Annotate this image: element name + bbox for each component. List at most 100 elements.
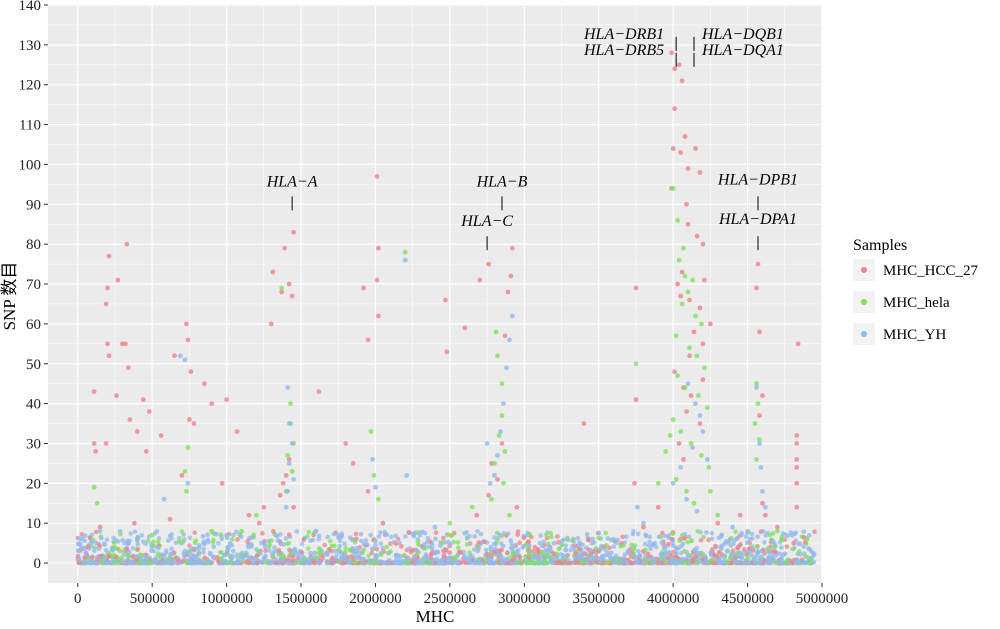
data-point xyxy=(697,305,703,311)
baseline-point xyxy=(585,560,591,566)
y-tick-label: 120 xyxy=(19,78,42,94)
baseline-point xyxy=(316,550,321,556)
baseline-point xyxy=(525,560,530,566)
baseline-point xyxy=(215,554,220,560)
baseline-point xyxy=(592,556,597,561)
baseline-point xyxy=(140,560,146,566)
data-point xyxy=(402,257,408,263)
data-point xyxy=(679,301,685,307)
data-point xyxy=(93,449,99,454)
baseline-point xyxy=(747,546,752,551)
baseline-point xyxy=(294,529,300,534)
baseline-point xyxy=(709,558,714,563)
data-point xyxy=(754,381,759,387)
baseline-point xyxy=(797,549,802,554)
x-tick-label: 3000000 xyxy=(498,591,551,607)
data-point xyxy=(285,385,291,391)
data-point xyxy=(370,457,375,462)
baseline-point xyxy=(328,538,333,544)
baseline-point xyxy=(464,542,470,547)
baseline-point xyxy=(286,541,292,546)
baseline-point xyxy=(611,536,616,542)
baseline-point xyxy=(489,553,495,558)
baseline-point xyxy=(176,558,181,564)
baseline-point xyxy=(299,541,305,547)
baseline-point xyxy=(713,543,718,549)
data-point xyxy=(499,413,505,418)
baseline-point xyxy=(165,560,171,565)
data-point xyxy=(115,277,121,283)
baseline-point xyxy=(230,548,236,554)
data-point xyxy=(678,293,683,299)
baseline-point xyxy=(211,537,216,543)
baseline-point xyxy=(779,534,785,540)
data-point xyxy=(757,329,762,335)
data-point xyxy=(182,357,188,363)
baseline-point xyxy=(750,546,755,551)
data-point xyxy=(134,536,140,542)
baseline-point xyxy=(316,546,322,551)
baseline-point xyxy=(132,529,138,534)
baseline-point xyxy=(704,530,709,535)
baseline-point xyxy=(756,560,762,566)
baseline-point xyxy=(190,546,195,552)
data-point xyxy=(687,297,692,303)
data-point xyxy=(682,273,688,279)
baseline-point xyxy=(261,555,267,561)
baseline-point xyxy=(231,532,236,538)
baseline-point xyxy=(549,534,554,540)
baseline-point xyxy=(579,554,584,559)
baseline-point xyxy=(227,540,233,546)
data-point xyxy=(707,321,713,327)
y-tick-label: 80 xyxy=(26,237,41,253)
baseline-point xyxy=(635,559,641,565)
baseline-point xyxy=(254,553,260,558)
baseline-point xyxy=(510,545,515,551)
data-point xyxy=(486,261,491,267)
baseline-point xyxy=(272,545,277,550)
data-point xyxy=(670,185,676,191)
data-point xyxy=(682,134,688,139)
baseline-point xyxy=(201,550,206,555)
baseline-point xyxy=(289,550,294,556)
y-tick-label: 100 xyxy=(19,157,42,173)
data-point xyxy=(700,341,706,347)
data-point xyxy=(681,245,686,251)
data-point xyxy=(288,401,294,407)
baseline-point xyxy=(273,560,279,566)
y-tick-label: 30 xyxy=(26,436,41,452)
baseline-point xyxy=(373,538,378,544)
baseline-point xyxy=(202,555,207,561)
baseline-point xyxy=(620,559,625,565)
baseline-point xyxy=(329,560,335,566)
baseline-point xyxy=(410,547,416,553)
baseline-point xyxy=(642,541,648,547)
data-point xyxy=(763,504,768,510)
baseline-point xyxy=(653,544,659,550)
baseline-point xyxy=(171,560,176,566)
baseline-point xyxy=(742,560,748,565)
data-point xyxy=(432,524,438,530)
baseline-point xyxy=(641,560,646,566)
baseline-point xyxy=(243,553,248,559)
data-point xyxy=(140,397,146,403)
data-point xyxy=(103,441,109,446)
baseline-point xyxy=(777,551,782,556)
baseline-point xyxy=(363,538,369,543)
baseline-point xyxy=(301,537,306,543)
x-axis-ticks: 0 500000 1000000 1500000 2000000 2500000 30000… xyxy=(74,583,848,607)
baseline-point xyxy=(575,535,581,541)
baseline-point xyxy=(580,542,585,548)
baseline-point xyxy=(75,553,81,559)
baseline-point xyxy=(316,536,322,542)
data-point xyxy=(91,484,97,490)
baseline-point xyxy=(548,530,554,536)
baseline-point xyxy=(263,544,268,550)
data-point xyxy=(696,393,701,399)
baseline-point xyxy=(597,559,603,564)
baseline-point xyxy=(211,554,216,560)
baseline-point xyxy=(461,559,466,565)
baseline-point xyxy=(562,559,567,564)
data-point xyxy=(640,520,646,526)
data-point xyxy=(313,528,319,534)
